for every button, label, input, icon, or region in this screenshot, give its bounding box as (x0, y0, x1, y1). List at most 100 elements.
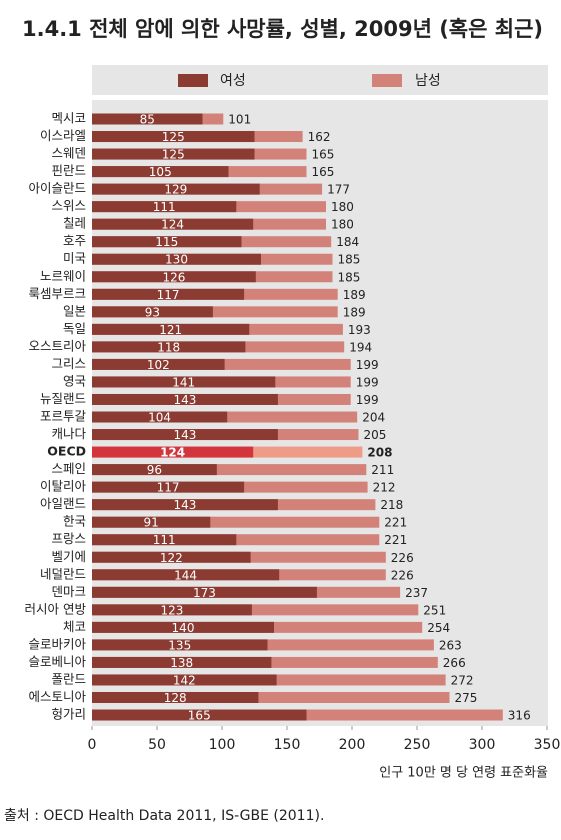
value-label: 124 (161, 218, 184, 232)
bar (92, 183, 260, 195)
x-tick-label: 250 (404, 737, 431, 753)
value-label: 193 (348, 323, 371, 337)
bar (92, 516, 211, 528)
value-label: 101 (228, 113, 251, 127)
value-label: 208 (367, 446, 392, 460)
category-label: 덴마크 (51, 584, 86, 599)
bar (92, 271, 256, 283)
bar (92, 604, 419, 616)
category-label: 캐나다 (51, 426, 86, 441)
category-label: 그리스 (51, 356, 86, 371)
value-label: 105 (149, 165, 172, 179)
value-label: 254 (427, 621, 450, 635)
value-label: 275 (455, 691, 478, 705)
value-label: 123 (160, 603, 183, 617)
category-label: 핀란드 (51, 163, 86, 178)
value-label: 173 (193, 586, 216, 600)
value-label: 115 (155, 235, 178, 249)
category-label: 슬로베니아 (28, 654, 86, 669)
category-label: 일본 (63, 303, 86, 318)
value-label: 165 (312, 148, 335, 162)
value-label: 226 (391, 568, 414, 582)
value-label: 180 (331, 218, 354, 232)
value-label: 85 (140, 113, 155, 127)
bar (92, 481, 245, 493)
value-label: 266 (443, 656, 466, 670)
value-label: 189 (343, 288, 366, 302)
value-label: 184 (336, 235, 359, 249)
value-label: 117 (157, 481, 180, 495)
value-label: 221 (384, 516, 407, 530)
category-label: 폴란드 (51, 671, 86, 686)
value-label: 121 (159, 323, 182, 337)
bar (92, 288, 245, 300)
category-label: 체코 (63, 619, 86, 634)
category-label: 멕시코 (51, 111, 86, 126)
value-label: 143 (173, 428, 196, 442)
bar (92, 464, 367, 476)
source-note: 출처 : OECD Health Data 2011, IS-GBE (2011… (4, 808, 324, 824)
value-label: 111 (153, 533, 176, 547)
value-label: 221 (384, 533, 407, 547)
bar (92, 446, 254, 458)
value-label: 199 (356, 358, 379, 372)
bar (92, 656, 272, 668)
bar (92, 621, 274, 633)
category-label: 헝가리 (51, 707, 86, 722)
legend-label: 여성 (220, 73, 246, 89)
bar (92, 148, 255, 160)
category-label: 미국 (63, 251, 86, 266)
bar (92, 411, 228, 423)
value-label: 199 (356, 393, 379, 407)
value-label: 104 (148, 411, 171, 425)
value-label: 96 (147, 463, 162, 477)
bar (92, 166, 229, 178)
bar (92, 393, 278, 405)
x-tick-label: 0 (88, 737, 97, 753)
category-label: 에스토니아 (28, 689, 86, 704)
value-label: 199 (356, 375, 379, 389)
value-label: 194 (349, 340, 372, 354)
x-tick-label: 100 (209, 737, 236, 753)
bar (92, 131, 255, 143)
value-label: 138 (170, 656, 193, 670)
value-label: 185 (338, 253, 361, 267)
value-label: 251 (423, 603, 446, 617)
value-label: 117 (157, 288, 180, 302)
legend-swatch (372, 74, 402, 87)
category-label: 영국 (63, 373, 86, 388)
x-tick-label: 350 (534, 737, 561, 753)
bar (92, 604, 252, 616)
bar (92, 516, 380, 528)
bar (92, 218, 254, 230)
category-label: 뉴질랜드 (40, 391, 86, 406)
legend-swatch (178, 74, 208, 87)
value-label: 316 (508, 709, 531, 723)
x-tick-label: 150 (274, 737, 301, 753)
bar (92, 674, 277, 686)
value-label: 185 (338, 270, 361, 284)
bar (92, 323, 250, 335)
bar (92, 691, 259, 703)
category-label: 호주 (63, 233, 86, 248)
value-label: 142 (173, 673, 196, 687)
category-label: 스페인 (51, 461, 86, 476)
value-label: 124 (160, 446, 185, 460)
bar (92, 551, 251, 563)
value-label: 272 (451, 673, 474, 687)
value-label: 144 (174, 568, 197, 582)
bar (92, 639, 268, 651)
bar (92, 429, 278, 441)
bar (92, 201, 237, 213)
x-tick-label: 50 (148, 737, 166, 753)
bar (92, 569, 280, 581)
value-label: 237 (405, 586, 428, 600)
category-label: 이탈리아 (40, 479, 87, 494)
bar (92, 586, 317, 598)
value-label: 143 (173, 393, 196, 407)
category-label: 스위스 (51, 198, 86, 213)
bar (92, 376, 276, 388)
category-label: 칠레 (63, 216, 86, 231)
category-label: 슬로바키아 (28, 636, 86, 651)
